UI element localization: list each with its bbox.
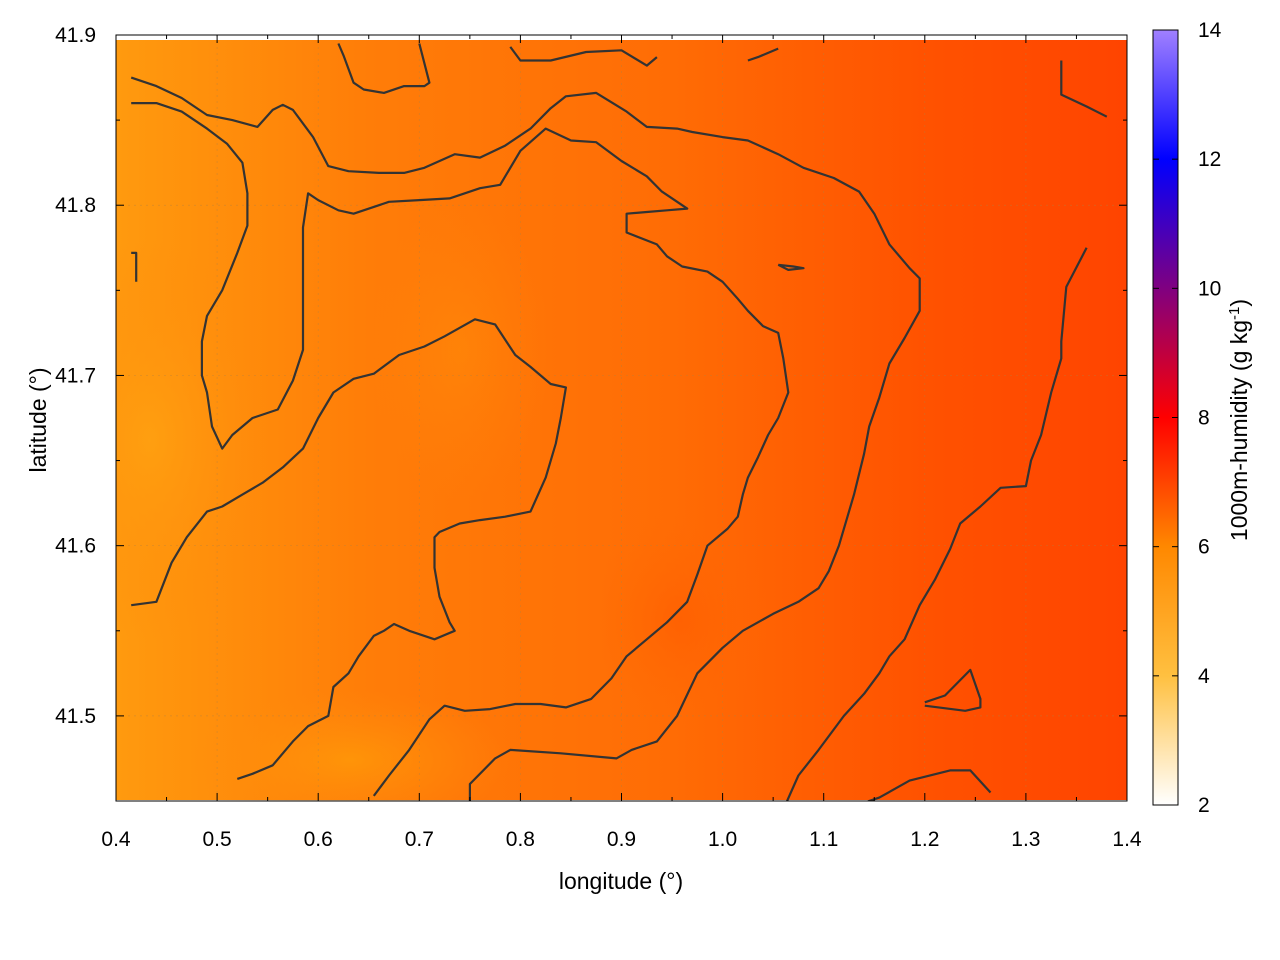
contour-line — [131, 318, 568, 780]
field-dry-center — [370, 200, 550, 500]
contour-line — [924, 668, 982, 712]
contour-line — [131, 101, 790, 797]
contours — [130, 43, 1108, 809]
colorbar-tick-label: 10 — [1198, 277, 1221, 300]
colorbar-tick-label: 8 — [1198, 407, 1210, 430]
contour-line — [337, 43, 431, 95]
contour-line — [130, 76, 921, 801]
field-dry-west — [116, 240, 270, 640]
contour-line — [509, 46, 658, 67]
y-tick-label: 41.7 — [55, 364, 96, 387]
x-tick-label: 0.8 — [506, 828, 535, 851]
y-tick-label: 41.6 — [55, 535, 96, 558]
y-axis-label: latitude (°) — [25, 367, 51, 472]
x-tick-label: 0.5 — [202, 828, 231, 851]
colorbar-label: 1000m-humidity (g kg-1) — [1226, 299, 1252, 541]
contour-line — [1060, 60, 1108, 118]
x-tick-label: 1.3 — [1011, 828, 1040, 851]
colorbar-tick-label: 4 — [1198, 665, 1210, 688]
contour-line — [865, 769, 992, 801]
contour-line — [131, 251, 138, 282]
x-tick-label: 1.0 — [708, 828, 737, 851]
colorbar-tick-label: 6 — [1198, 536, 1210, 559]
x-tick-label: 1.1 — [809, 828, 838, 851]
colorbar: 2 4 6 8 10 12 14 1000m-humidity (g kg-1) — [1152, 19, 1252, 817]
contour-line — [747, 47, 779, 62]
colorbar-tick-label: 12 — [1198, 148, 1221, 171]
x-tick-label: 0.4 — [101, 828, 131, 851]
x-tick-label: 1.2 — [910, 828, 939, 851]
field-moist-center — [590, 510, 770, 730]
colorbar-tick-label: 2 — [1198, 794, 1210, 817]
x-tick-label: 0.9 — [607, 828, 636, 851]
axis-ticks: 0.4 0.5 0.6 0.7 0.8 0.9 1.0 1.1 1.2 1.3 1.4 41.5 41.… — [55, 24, 1142, 851]
x-tick-label: 0.7 — [405, 828, 434, 851]
colorbar-ticks: 2 4 6 8 10 12 14 — [1153, 19, 1222, 817]
humidity-field — [116, 40, 1127, 801]
y-tick-label: 41.8 — [55, 194, 96, 217]
contour-line — [785, 247, 1088, 801]
x-tick-label: 0.6 — [304, 828, 333, 851]
grid — [116, 34, 1127, 801]
colorbar-tick-label: 14 — [1198, 19, 1222, 42]
contour-line — [777, 263, 805, 271]
x-tick-label: 1.4 — [1112, 828, 1142, 851]
x-axis-label: longitude (°) — [559, 868, 683, 894]
contour-line — [1046, 804, 1051, 809]
y-tick-label: 41.9 — [55, 24, 96, 47]
y-tick-label: 41.5 — [55, 705, 96, 728]
